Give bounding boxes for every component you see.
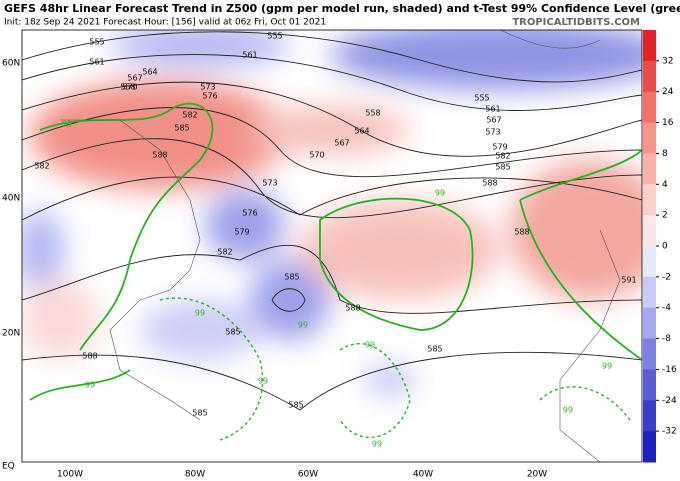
contour-label: 555	[89, 38, 104, 47]
contour-label: 567	[127, 74, 142, 83]
contour-label: 588	[482, 179, 497, 188]
contour-label: 588	[82, 352, 97, 361]
colorbar-label: -32	[662, 427, 677, 437]
contour-label: 588	[345, 304, 360, 313]
colorbar-swatch	[643, 246, 656, 278]
contour-label: 573	[262, 179, 277, 188]
contour-label: 567	[486, 116, 501, 125]
colorbar: 32 24 16 8 4 2 0 -2 -4 -8 -16 -24 -32	[643, 30, 677, 463]
lon-label: 40W	[413, 470, 433, 480]
colorbar-label: -2	[662, 272, 671, 282]
colorbar-label: -16	[662, 365, 677, 375]
contour-label: 558	[365, 109, 380, 118]
colorbar-label: 0	[662, 242, 668, 252]
colorbar-label: -4	[662, 303, 671, 313]
significance-label: 99	[365, 341, 375, 350]
contour-label: 567	[334, 139, 349, 148]
colorbar-label: 16	[662, 118, 674, 128]
significance-label: 99	[298, 321, 308, 330]
colorbar-label: 2	[662, 211, 668, 221]
contour-label: 570	[309, 151, 324, 160]
contour-label: 570	[122, 83, 137, 92]
contour-label: 582	[182, 111, 197, 120]
colorbar-label: 32	[662, 56, 673, 66]
lon-label: 60W	[298, 470, 318, 480]
contour-label: 582	[34, 162, 49, 171]
colorbar-swatch	[643, 30, 656, 62]
contour-label: 585	[288, 401, 303, 410]
contour-label: 585	[284, 273, 299, 282]
colorbar-swatch	[643, 307, 656, 340]
lat-label: 60N	[2, 59, 20, 69]
contour-label: 573	[485, 128, 500, 137]
contour-label: 558	[120, 83, 135, 92]
contour-label: 573	[200, 83, 215, 92]
colorbar-swatch	[643, 369, 656, 401]
lat-label: EQ	[2, 462, 15, 472]
contour-label: 561	[89, 58, 104, 67]
lon-label: 100W	[57, 470, 83, 480]
lat-label: 40N	[2, 194, 20, 204]
contour-label: 561	[242, 51, 257, 60]
contour-label: 555	[267, 32, 282, 41]
colorbar-label: -8	[662, 334, 671, 344]
contour-label: 588	[514, 228, 529, 237]
significance-label: 99	[258, 377, 268, 386]
axes: 60N 40N 20N EQ 100W 80W 60W 40W 20W	[2, 59, 547, 480]
significance-label: 99	[62, 120, 72, 129]
significance-label: 99	[85, 381, 95, 390]
colorbar-swatch	[643, 400, 656, 432]
colorbar-swatch	[643, 276, 656, 309]
contour-label: 561	[485, 105, 500, 114]
colorbar-swatch	[643, 91, 656, 124]
contour-label: 585	[225, 328, 240, 337]
colorbar-swatch	[643, 431, 656, 463]
colorbar-swatch	[643, 60, 656, 93]
lon-label: 20W	[527, 470, 547, 480]
colorbar-label: 4	[662, 180, 668, 190]
contour-label: 576	[202, 92, 217, 101]
contour-label: 585	[427, 345, 442, 354]
significance-label: 99	[563, 406, 573, 415]
credit: TROPICALTIDBITS.COM	[512, 17, 640, 28]
lon-label: 80W	[185, 470, 205, 480]
contour-label: 582	[217, 248, 232, 257]
significance-label: 99	[602, 362, 612, 371]
significance-label: 99	[195, 309, 205, 318]
contour-label: 588	[152, 151, 167, 160]
contour-label: 579	[234, 228, 249, 237]
colorbar-swatch	[643, 338, 656, 370]
title: GEFS 48hr Linear Forecast Trend in Z500 …	[4, 2, 680, 15]
contour-label: 585	[192, 409, 207, 418]
contour-label: 579	[492, 143, 507, 152]
contour-label: 555	[474, 94, 489, 103]
map-frame	[21, 29, 643, 463]
significance-label: 99	[372, 440, 382, 449]
colorbar-label: 24	[662, 87, 674, 97]
contour-label: 585	[495, 163, 510, 172]
colorbar-swatch	[643, 122, 656, 154]
colorbar-label: 8	[662, 149, 668, 159]
contour-label: 591	[621, 276, 636, 285]
colorbar-swatch	[643, 153, 656, 185]
contour-label: 582	[495, 152, 510, 161]
significance-label: 99	[435, 189, 445, 198]
subtitle: Init: 18z Sep 24 2021 Forecast Hour: [15…	[4, 18, 326, 28]
contour-label: 564	[142, 68, 157, 77]
colorbar-label: -24	[662, 396, 677, 406]
contour-label: 585	[174, 124, 189, 133]
contour-label: 576	[242, 209, 257, 218]
lat-label: 20N	[2, 329, 20, 339]
colorbar-swatch	[643, 215, 656, 247]
colorbar-swatch	[643, 184, 656, 216]
contour-label: 564	[354, 127, 369, 136]
